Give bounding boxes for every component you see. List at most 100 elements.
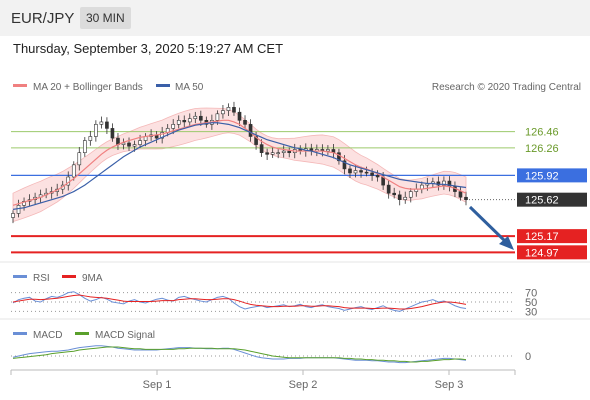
rsi-level-label: 30 bbox=[525, 306, 537, 318]
candle-up bbox=[281, 150, 286, 154]
timestamp: Thursday, September 3, 2020 5:19:27 AM C… bbox=[13, 41, 284, 56]
x-tick-label: Sep 3 bbox=[435, 379, 464, 391]
candle-up bbox=[121, 142, 126, 145]
candle-down bbox=[359, 170, 363, 173]
rsi-ma-legend-swatch bbox=[62, 275, 76, 278]
candle-up bbox=[353, 170, 358, 174]
candle-up bbox=[326, 149, 330, 152]
support-tag bbox=[517, 229, 587, 244]
candle-down bbox=[397, 194, 402, 200]
candle-down bbox=[237, 111, 242, 121]
credit-text: Research © 2020 Trading Central bbox=[432, 82, 581, 93]
rsi-ma-legend-label: 9MA bbox=[82, 273, 103, 284]
resistance-label: 126.46 bbox=[525, 127, 559, 139]
candle-down bbox=[447, 180, 452, 188]
forecast-arrow bbox=[468, 205, 509, 245]
candle-down bbox=[182, 120, 187, 123]
pivot-tag bbox=[517, 168, 587, 183]
candle-up bbox=[270, 152, 275, 155]
candle-down bbox=[364, 171, 369, 174]
ma20-legend-label: MA 20 + Bollinger Bands bbox=[33, 82, 143, 93]
macd-signal-legend-swatch bbox=[75, 332, 89, 335]
candle-up bbox=[77, 152, 82, 166]
candle-up bbox=[82, 140, 87, 154]
support-tag bbox=[517, 245, 587, 260]
candle-up bbox=[221, 110, 225, 115]
candle-up bbox=[71, 164, 76, 178]
ma50-legend-swatch bbox=[156, 84, 170, 87]
candle-up bbox=[276, 152, 280, 154]
candle-down bbox=[254, 136, 258, 145]
current-price-label: 125.62 bbox=[525, 195, 559, 207]
macd-legend-label: MACD bbox=[33, 330, 62, 341]
candle-down bbox=[232, 107, 236, 113]
candle-up bbox=[408, 191, 413, 198]
candle-up bbox=[187, 118, 192, 123]
candle-down bbox=[259, 144, 264, 154]
candle-up bbox=[99, 121, 104, 125]
rsi-legend-swatch bbox=[13, 275, 27, 278]
x-axis-ticks: Sep 1 Sep 2 Sep 3 bbox=[10, 370, 516, 391]
top-bar: EUR/JPY 30 MIN bbox=[0, 0, 590, 36]
candle-up bbox=[160, 132, 164, 139]
resistance-label: 126.26 bbox=[525, 143, 559, 155]
rsi-line bbox=[12, 291, 467, 312]
pivot-label: 125.92 bbox=[525, 170, 559, 182]
ma20-legend-swatch bbox=[13, 84, 27, 87]
candle-down bbox=[342, 160, 347, 170]
candle-up bbox=[226, 107, 231, 111]
candle-down bbox=[370, 172, 374, 176]
x-tick-label: Sep 2 bbox=[289, 379, 318, 391]
x-tick-label: Sep 1 bbox=[143, 379, 172, 391]
candle-down bbox=[199, 115, 203, 121]
candle-up bbox=[171, 124, 176, 129]
macd-panel: 0 bbox=[11, 345, 531, 364]
candle-down bbox=[464, 196, 468, 200]
candle-down bbox=[348, 168, 352, 174]
candle-up bbox=[442, 180, 446, 186]
candle-up bbox=[176, 120, 181, 125]
macd-line bbox=[12, 345, 467, 364]
rsi-legend-label: RSI bbox=[33, 273, 50, 284]
candle-down bbox=[386, 184, 391, 194]
macd-legend-swatch bbox=[13, 332, 27, 335]
ma50-line bbox=[12, 122, 467, 210]
candle-down bbox=[458, 191, 463, 198]
candle-up bbox=[22, 201, 26, 206]
macd-signal-line bbox=[12, 346, 467, 363]
ma50-legend-label: MA 50 bbox=[175, 82, 204, 93]
candle-down bbox=[375, 175, 380, 178]
candle-down bbox=[392, 192, 397, 196]
candle-down bbox=[105, 121, 109, 129]
level-labels: 126.46 126.26 125.92 125.62 125.17 124.97 bbox=[517, 127, 587, 260]
candle-up bbox=[16, 205, 21, 214]
moving-averages bbox=[12, 119, 467, 210]
candle-down bbox=[243, 120, 247, 125]
candle-down bbox=[265, 152, 269, 155]
candle-up bbox=[138, 140, 142, 145]
timeframe-badge[interactable]: 30 MIN bbox=[80, 7, 131, 29]
candle-up bbox=[11, 213, 15, 218]
support-label: 124.97 bbox=[525, 247, 559, 259]
forecast-arrowhead bbox=[499, 236, 514, 250]
candle-up bbox=[403, 196, 408, 200]
candle-up bbox=[88, 136, 93, 141]
ma20-line bbox=[12, 119, 467, 206]
candle-down bbox=[287, 150, 292, 154]
support-label: 125.17 bbox=[525, 231, 559, 243]
candle-up bbox=[132, 144, 137, 147]
candle-down bbox=[337, 152, 341, 162]
candle-down bbox=[127, 142, 131, 147]
candle-down bbox=[248, 124, 253, 137]
candles bbox=[11, 101, 468, 224]
candle-down bbox=[110, 128, 115, 139]
current-price-tag bbox=[517, 192, 587, 207]
candle-up bbox=[193, 115, 198, 119]
candle-up bbox=[94, 124, 98, 137]
candle-up bbox=[215, 113, 220, 121]
rsi-level-label: 70 bbox=[525, 288, 537, 300]
macd-signal-legend-label: MACD Signal bbox=[95, 330, 155, 341]
macd-zero-label: 0 bbox=[525, 351, 531, 363]
